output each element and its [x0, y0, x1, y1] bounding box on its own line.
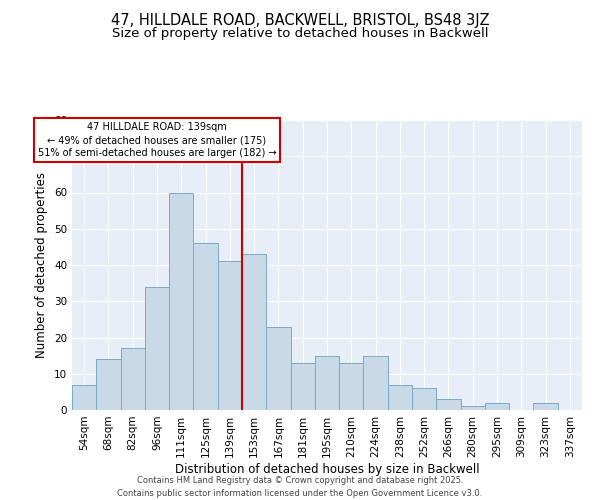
Bar — [193, 244, 218, 410]
Bar — [533, 403, 558, 410]
Bar — [290, 363, 315, 410]
Bar — [461, 406, 485, 410]
Bar — [436, 399, 461, 410]
X-axis label: Distribution of detached houses by size in Backwell: Distribution of detached houses by size … — [175, 462, 479, 475]
Y-axis label: Number of detached properties: Number of detached properties — [35, 172, 49, 358]
Bar — [339, 363, 364, 410]
Bar — [169, 192, 193, 410]
Bar — [145, 287, 169, 410]
Bar — [388, 384, 412, 410]
Bar — [315, 356, 339, 410]
Text: Size of property relative to detached houses in Backwell: Size of property relative to detached ho… — [112, 28, 488, 40]
Bar — [121, 348, 145, 410]
Bar — [218, 262, 242, 410]
Text: Contains HM Land Registry data © Crown copyright and database right 2025.
Contai: Contains HM Land Registry data © Crown c… — [118, 476, 482, 498]
Bar — [266, 326, 290, 410]
Bar — [242, 254, 266, 410]
Text: 47, HILLDALE ROAD, BACKWELL, BRISTOL, BS48 3JZ: 47, HILLDALE ROAD, BACKWELL, BRISTOL, BS… — [110, 12, 490, 28]
Text: 47 HILLDALE ROAD: 139sqm
← 49% of detached houses are smaller (175)
51% of semi-: 47 HILLDALE ROAD: 139sqm ← 49% of detach… — [38, 122, 277, 158]
Bar — [485, 403, 509, 410]
Bar — [72, 384, 96, 410]
Bar — [96, 359, 121, 410]
Bar — [364, 356, 388, 410]
Bar — [412, 388, 436, 410]
